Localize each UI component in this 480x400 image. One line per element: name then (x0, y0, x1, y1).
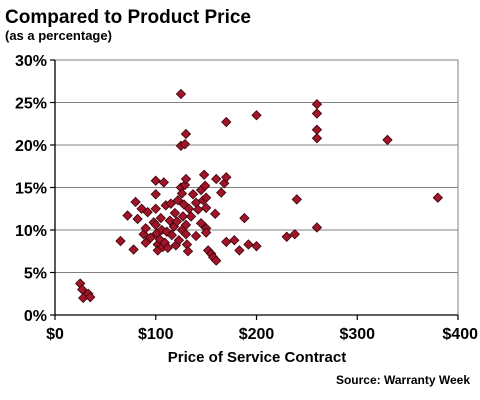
data-point (198, 169, 210, 180)
data-point (166, 229, 178, 241)
data-point (145, 232, 156, 243)
data-point (311, 99, 323, 110)
x-axis-label: Price of Service Contract (168, 349, 346, 366)
data-point (221, 172, 232, 183)
data-point (200, 227, 212, 238)
data-point (179, 138, 191, 150)
chart-subtitle: (as a percentage) (5, 28, 112, 43)
data-point (199, 180, 211, 191)
data-point (311, 124, 323, 135)
y-tick-label: 30% (15, 53, 47, 70)
chart-title: Compared to Product Price (5, 7, 251, 28)
data-point (175, 88, 187, 100)
data-point (165, 198, 177, 209)
x-axis-ticks: $0 $100 $200 $300 $400 (46, 315, 478, 343)
data-point (210, 208, 221, 220)
data-point (150, 189, 161, 200)
x-tick-label: $100 (138, 326, 174, 343)
data-point (164, 215, 176, 226)
data-point (171, 216, 183, 227)
data-point (234, 245, 245, 256)
data-point (172, 195, 184, 206)
data-point (190, 230, 202, 242)
source-note: Source: Warranty Week (336, 373, 470, 387)
data-point (132, 213, 143, 225)
data-point (128, 244, 139, 255)
data-point (180, 173, 192, 185)
data-point (216, 187, 227, 198)
data-point (187, 189, 199, 200)
data-point (130, 196, 141, 208)
data-points (75, 88, 444, 304)
y-tick-label: 15% (15, 181, 47, 198)
y-tick-label: 25% (15, 96, 47, 113)
x-tick-label: $400 (442, 326, 478, 343)
data-point (180, 128, 192, 140)
data-point (173, 235, 185, 246)
data-point (251, 240, 262, 252)
data-point (155, 212, 166, 224)
data-point (150, 175, 161, 186)
y-axis-ticks: 0% 5% 10% 15% 20% 25% 30% (15, 53, 55, 325)
data-point (311, 108, 323, 119)
data-point (200, 202, 212, 214)
y-tick-label: 20% (15, 138, 47, 155)
data-point (229, 235, 240, 246)
y-tick-label: 5% (24, 266, 47, 283)
data-point (140, 223, 151, 234)
data-point (311, 222, 323, 233)
data-point (140, 237, 151, 248)
data-point (85, 291, 96, 303)
data-point (142, 206, 153, 218)
data-point (211, 173, 222, 185)
gridlines (55, 102, 458, 273)
data-point (432, 192, 444, 203)
x-tick-label: $300 (339, 326, 375, 343)
data-point (382, 134, 393, 146)
data-point (162, 242, 174, 254)
data-point (122, 210, 133, 221)
x-tick-label: $0 (46, 326, 64, 343)
x-tick-label: $200 (239, 326, 275, 343)
data-point (185, 211, 197, 222)
data-point (177, 211, 189, 222)
data-point (211, 255, 222, 266)
data-point (221, 236, 232, 248)
data-point (182, 246, 194, 257)
data-point (251, 110, 262, 121)
data-point (243, 239, 254, 250)
y-tick-label: 10% (15, 223, 47, 240)
data-point (311, 133, 323, 144)
data-point (115, 235, 126, 247)
data-point (150, 203, 161, 214)
data-point (195, 218, 207, 229)
data-point (169, 207, 181, 219)
data-point (281, 231, 292, 242)
data-point (221, 116, 232, 128)
data-point (289, 229, 300, 240)
data-point (180, 229, 192, 240)
data-point (200, 192, 212, 203)
data-point (176, 188, 188, 199)
data-point (291, 194, 302, 205)
data-point (158, 177, 169, 188)
y-tick-label: 0% (24, 308, 47, 325)
data-point (239, 212, 250, 224)
